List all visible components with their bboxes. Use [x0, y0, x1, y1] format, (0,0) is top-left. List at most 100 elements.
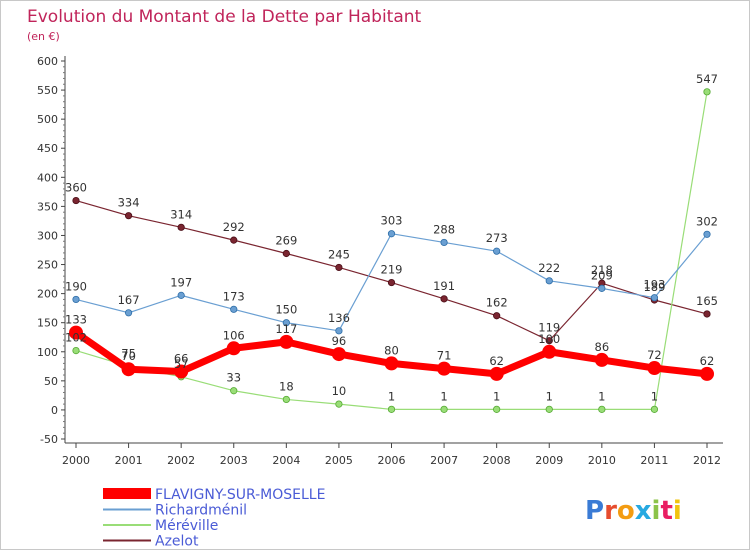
data-label: 96: [332, 334, 347, 348]
data-label: 72: [647, 348, 662, 362]
data-point: [387, 230, 396, 238]
data-label: 288: [433, 222, 455, 236]
y-tick-label: 200: [37, 288, 58, 301]
x-tick-label: 2010: [588, 454, 616, 467]
data-label: 106: [223, 328, 245, 342]
data-point: [177, 291, 185, 299]
data-point: [440, 295, 448, 303]
data-label: 165: [696, 294, 718, 308]
legend-label: Azelot: [155, 534, 199, 550]
data-point: [493, 312, 501, 320]
data-label: 136: [328, 311, 350, 325]
data-point: [124, 309, 133, 317]
data-point: [545, 337, 553, 345]
data-label: 269: [275, 233, 297, 247]
data-point: [226, 341, 241, 356]
data-label: 117: [275, 322, 297, 336]
data-label: 18: [279, 379, 294, 393]
data-point: [331, 347, 346, 362]
data-label: 218: [591, 263, 613, 277]
data-label: 162: [486, 296, 508, 310]
data-label: 1: [388, 389, 395, 403]
data-label: 1: [598, 389, 605, 403]
data-point: [650, 294, 659, 302]
y-tick-label: 250: [37, 259, 58, 272]
data-point: [440, 405, 448, 413]
data-point: [177, 223, 185, 231]
legend: FLAVIGNY-SUR-MOSELLERichardménilMérévill…: [103, 487, 325, 549]
data-point: [700, 366, 714, 381]
data-point: [282, 249, 290, 258]
data-point: [594, 352, 609, 367]
y-tick-label: 600: [37, 55, 58, 68]
data-point: [598, 284, 606, 292]
data-point: [489, 366, 504, 381]
legend-label: FLAVIGNY-SUR-MOSELLE: [155, 487, 325, 503]
chart-title: Evolution du Montant de la Dette par Hab…: [27, 7, 422, 27]
data-label: 273: [486, 231, 508, 245]
data-label: 150: [275, 303, 297, 317]
y-tick-label: 0: [51, 404, 58, 417]
data-label: 75: [121, 346, 136, 360]
y-tick-label: 150: [37, 317, 58, 330]
chart-subtitle: (en €): [27, 30, 60, 43]
x-tick-label: 2008: [483, 454, 511, 467]
x-tick-label: 2006: [378, 454, 406, 467]
x-tick-label: 2004: [272, 454, 300, 467]
data-label: 62: [489, 354, 504, 368]
data-label: 222: [538, 261, 560, 275]
logo-text: Proxiti: [585, 496, 682, 526]
y-tick-label: 550: [37, 84, 58, 97]
data-label: 1: [546, 389, 553, 403]
data-label: 86: [595, 340, 610, 354]
data-point: [279, 334, 294, 349]
data-point: [282, 395, 290, 404]
data-point: [387, 278, 396, 287]
legend-label: Méréville: [155, 518, 218, 534]
x-tick-label: 2003: [220, 454, 248, 467]
data-label: 119: [538, 321, 560, 335]
data-point: [545, 405, 553, 413]
data-point: [335, 400, 343, 408]
x-tick-label: 2002: [167, 454, 195, 467]
proxiti-logo: Proxiti: [585, 496, 682, 526]
x-tick-label: 2011: [640, 454, 668, 467]
data-label: 70: [121, 349, 136, 363]
data-label: 167: [118, 293, 140, 307]
data-point: [174, 364, 189, 379]
data-point: [335, 263, 343, 272]
data-point: [230, 387, 238, 395]
data-point: [121, 362, 136, 377]
data-label: 303: [381, 214, 403, 228]
data-point: [598, 405, 606, 413]
series-richardm-nil: [72, 230, 711, 335]
data-point: [545, 277, 553, 285]
data-label: 190: [65, 279, 87, 293]
data-point: [387, 405, 396, 413]
data-label: 102: [65, 331, 87, 345]
data-point: [282, 319, 290, 327]
data-point: [703, 230, 711, 238]
data-label: 302: [696, 214, 718, 228]
data-point: [703, 310, 711, 318]
data-point: [647, 361, 662, 376]
data-label: 1: [651, 389, 658, 403]
data-point: [124, 212, 133, 220]
data-point: [384, 356, 399, 371]
x-tick-label: 2000: [62, 454, 90, 467]
data-label: 1: [493, 389, 500, 403]
data-point: [493, 405, 501, 413]
data-label: 66: [174, 352, 189, 366]
data-label: 189: [643, 280, 665, 294]
data-point: [493, 247, 501, 255]
data-label: 10: [332, 384, 347, 398]
data-point: [437, 361, 452, 376]
data-label: 360: [65, 181, 87, 195]
data-label: 100: [538, 332, 560, 346]
data-label: 80: [384, 343, 399, 357]
data-point: [650, 405, 659, 413]
data-point: [69, 325, 83, 340]
